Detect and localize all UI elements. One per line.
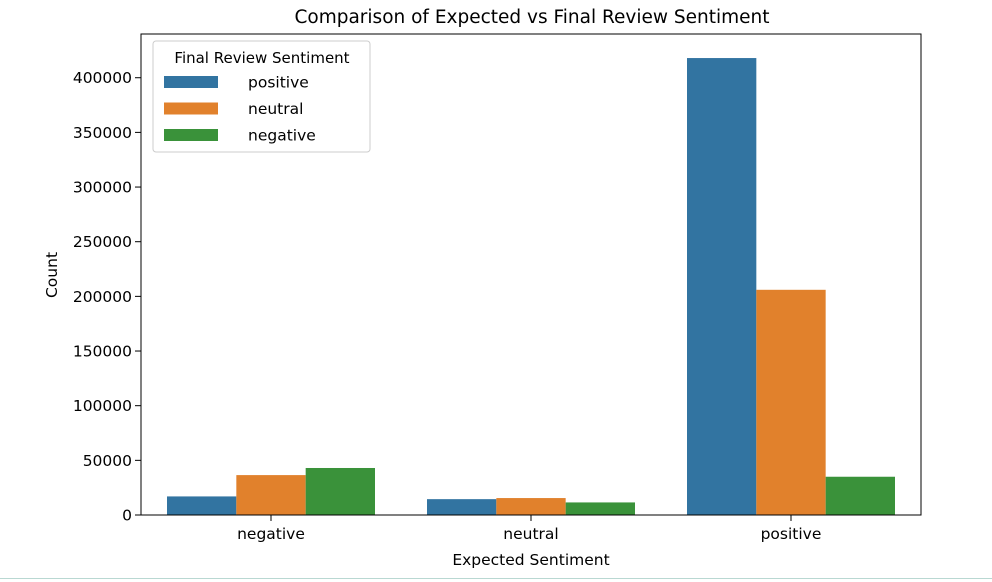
- legend-items: positive neutral negative: [164, 74, 316, 145]
- y-tick-label-100000: 100000: [73, 397, 132, 415]
- x-axis: negative neutral positive: [237, 515, 821, 543]
- legend-swatch-positive: [164, 76, 218, 88]
- y-tick-label-0: 0: [122, 507, 132, 525]
- bar-positive-negative: [825, 476, 895, 515]
- legend-box: [152, 40, 371, 153]
- bars-group: [167, 58, 895, 516]
- legend-label-negative: negative: [248, 127, 316, 145]
- legend: Final Review Sentiment positive neutral ne…: [152, 40, 371, 153]
- x-axis-label: Expected Sentiment: [452, 551, 609, 569]
- page-bottom-divider: [0, 578, 992, 579]
- bar-negative-negative: [305, 467, 375, 515]
- y-tick-label-200000: 200000: [73, 288, 132, 306]
- y-tick-label-350000: 350000: [73, 124, 132, 142]
- x-tick-label-neutral: neutral: [503, 525, 558, 543]
- y-axis-label: Count: [43, 252, 61, 298]
- bar-neutral-negative: [565, 502, 635, 515]
- y-axis: 0 50000 100000 150000 200000 250000 300000 3500…: [73, 69, 141, 525]
- y-tick-label-250000: 250000: [73, 233, 132, 251]
- bar-negative-positive: [167, 496, 237, 515]
- y-tick-label-150000: 150000: [73, 343, 132, 361]
- y-tick-label-50000: 50000: [83, 452, 132, 470]
- legend-label-positive: positive: [248, 74, 309, 92]
- y-tick-label-400000: 400000: [73, 69, 132, 87]
- bar-neutral-neutral: [496, 498, 566, 515]
- legend-label-neutral: neutral: [248, 100, 303, 118]
- x-tick-label-positive: positive: [761, 525, 822, 543]
- chart-title: Comparison of Expected vs Final Review S…: [294, 7, 769, 28]
- x-tick-label-negative: negative: [237, 525, 305, 543]
- y-tick-label-300000: 300000: [73, 179, 132, 197]
- legend-swatch-neutral: [164, 102, 218, 115]
- legend-swatch-negative: [164, 129, 218, 141]
- legend-title: Final Review Sentiment: [174, 49, 349, 67]
- bar-positive-positive: [687, 58, 757, 516]
- plot-frame: [140, 33, 922, 516]
- bar-negative-neutral: [236, 475, 306, 515]
- bar-positive-neutral: [756, 289, 826, 515]
- bar-neutral-positive: [427, 499, 497, 515]
